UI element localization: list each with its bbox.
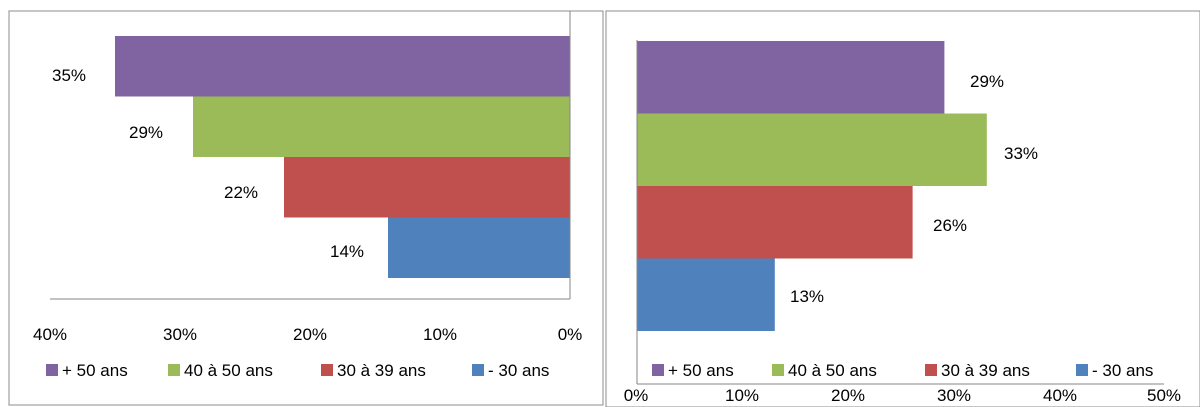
legend-label: 30 à 39 ans: [941, 361, 1030, 380]
legend-label: + 50 ans: [62, 361, 128, 380]
left-chart-bars: [115, 36, 570, 278]
legend-swatch: [321, 364, 333, 376]
legend-swatch: [472, 364, 484, 376]
x-tick-label: 20%: [831, 386, 865, 405]
bar: [637, 41, 945, 114]
left-chart: 35% 29% 22% 14% 40% 30% 20% 10% 0% + 50 …: [8, 10, 604, 406]
legend-swatch: [1076, 364, 1088, 376]
x-tick-label: 10%: [725, 386, 759, 405]
x-tick-label: 10%: [423, 325, 457, 344]
legend-swatch: [652, 364, 664, 376]
bar: [115, 36, 570, 97]
legend-label: + 50 ans: [668, 361, 734, 380]
right-chart-data-labels: 29% 33% 26% 13%: [790, 72, 1038, 306]
data-label: 29%: [129, 123, 163, 142]
left-chart-data-labels: 35% 29% 22% 14%: [52, 66, 364, 261]
x-tick-label: 30%: [163, 325, 197, 344]
x-tick-label: 0%: [624, 386, 649, 405]
legend-label: 40 à 50 ans: [788, 361, 877, 380]
data-label: 13%: [790, 287, 824, 306]
right-chart: 29% 33% 26% 13% + 50 ans 40 à 50 ans 30 …: [605, 10, 1200, 407]
data-label: 26%: [933, 216, 967, 235]
legend-swatch: [46, 364, 58, 376]
bar: [388, 217, 570, 278]
legend-label: - 30 ans: [488, 361, 549, 380]
x-tick-label: 40%: [1043, 386, 1077, 405]
data-label: 29%: [970, 72, 1004, 91]
data-label: 22%: [224, 183, 258, 202]
x-tick-label: 30%: [937, 386, 971, 405]
right-chart-bars: [637, 41, 987, 331]
legend-swatch: [168, 364, 180, 376]
bar: [637, 113, 987, 186]
legend-label: 30 à 39 ans: [337, 361, 426, 380]
bar: [637, 258, 775, 331]
legend-swatch: [925, 364, 937, 376]
right-chart-x-ticks: 0% 10% 20% 30% 40% 50%: [624, 386, 1181, 405]
x-tick-label: 0%: [558, 325, 583, 344]
right-chart-legend: + 50 ans 40 à 50 ans 30 à 39 ans - 30 an…: [652, 361, 1153, 380]
bar: [637, 186, 913, 259]
left-chart-legend: + 50 ans 40 à 50 ans 30 à 39 ans - 30 an…: [46, 361, 549, 380]
x-tick-label: 50%: [1147, 386, 1181, 405]
legend-swatch: [772, 364, 784, 376]
legend-label: 40 à 50 ans: [184, 361, 273, 380]
data-label: 33%: [1004, 144, 1038, 163]
x-tick-label: 20%: [293, 325, 327, 344]
legend-label: - 30 ans: [1092, 361, 1153, 380]
data-label: 14%: [330, 242, 364, 261]
bar: [284, 157, 570, 218]
bar: [193, 96, 570, 157]
left-chart-x-ticks: 40% 30% 20% 10% 0%: [33, 325, 582, 344]
data-label: 35%: [52, 66, 86, 85]
x-tick-label: 40%: [33, 325, 67, 344]
